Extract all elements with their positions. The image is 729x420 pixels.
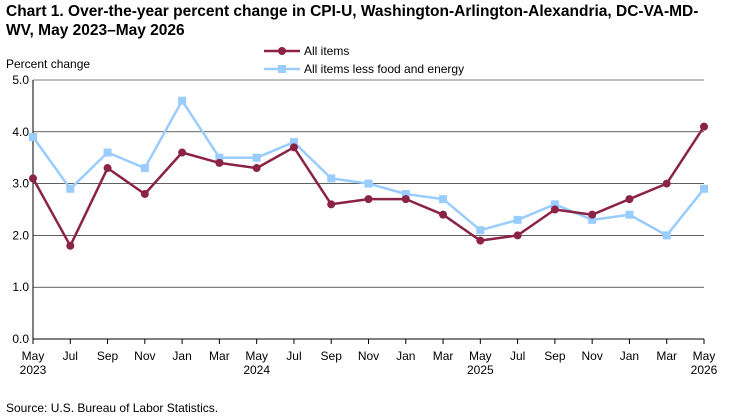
all-items-point	[103, 164, 112, 173]
x-tick-label: Jul	[63, 349, 78, 363]
core-point	[513, 215, 522, 224]
core-point	[662, 231, 671, 240]
core-point	[66, 184, 75, 193]
all-items-point	[364, 195, 373, 204]
core-point	[29, 132, 37, 141]
legend: All items All items less food and energy	[264, 44, 464, 76]
x-tick-year-label: 2025	[467, 363, 494, 377]
x-tick-label: Jan	[396, 349, 415, 363]
all-items-point	[289, 143, 298, 152]
all-items-point	[29, 174, 37, 183]
core-point	[588, 215, 597, 224]
core-point	[140, 164, 149, 173]
y-axis-label: Percent change	[6, 57, 90, 71]
core-point	[439, 195, 448, 204]
x-tick-label: Sep	[544, 349, 566, 363]
all-items-point	[327, 200, 336, 209]
core-point	[178, 96, 187, 105]
x-tick-label: Jan	[172, 349, 191, 363]
chart-title: Chart 1. Over-the-year percent change in…	[6, 3, 699, 39]
all-items-point	[178, 148, 187, 157]
series-group	[29, 96, 708, 250]
all-items-point	[439, 210, 448, 219]
x-tick-label: Jan	[620, 349, 639, 363]
x-tick-label: May	[469, 349, 492, 363]
core-point	[103, 148, 112, 157]
all-items-point	[476, 236, 485, 245]
all-items-point	[700, 122, 708, 131]
x-tick-label: Mar	[656, 349, 677, 363]
x-tick-label: Sep	[97, 349, 119, 363]
x-tick-label: May	[22, 349, 45, 363]
legend-marker	[278, 65, 286, 73]
x-tick-label: Jul	[510, 349, 525, 363]
all-items-point	[662, 179, 671, 188]
x-tick-label: Nov	[134, 349, 155, 363]
x-tick-label: May	[693, 349, 716, 363]
x-tick-label: Nov	[358, 349, 379, 363]
x-tick-label: Mar	[433, 349, 454, 363]
core-point	[476, 226, 485, 235]
x-tick-year-label: 2024	[243, 363, 270, 377]
x-tick-label: Sep	[321, 349, 343, 363]
all-items-point	[215, 158, 224, 167]
y-tick-label: 4.0	[12, 125, 29, 139]
all-items-point	[140, 189, 149, 198]
x-tick-label: May	[245, 349, 268, 363]
y-axis-ticks: 0.0 1.0 2.0 3.0 4.0 5.0	[12, 73, 29, 346]
y-tick-label: 3.0	[12, 177, 29, 191]
all-items-point	[625, 195, 634, 204]
all-items-point	[588, 210, 597, 219]
all-items-point	[550, 205, 559, 214]
core-point	[401, 189, 410, 198]
all-items-point	[66, 241, 75, 250]
core-point	[700, 184, 708, 193]
source-note: Source: U.S. Bureau of Labor Statistics.	[6, 401, 219, 415]
all-items-point	[401, 195, 410, 204]
core-point	[327, 174, 336, 183]
core-point	[550, 200, 559, 209]
y-tick-label: 1.0	[12, 280, 29, 294]
x-tick-year-label: 2023	[20, 363, 47, 377]
core-point	[252, 153, 261, 162]
legend-label: All items	[304, 44, 349, 58]
y-tick-label: 5.0	[12, 73, 29, 87]
core-line	[31, 99, 705, 237]
x-tick-label: Jul	[286, 349, 301, 363]
core-point	[364, 179, 373, 188]
legend-label: All items less food and energy	[304, 62, 464, 76]
all-items-point	[513, 231, 522, 240]
core-point	[289, 138, 298, 147]
x-tick-label: Nov	[581, 349, 602, 363]
core-point	[215, 153, 224, 162]
core-point	[625, 210, 634, 219]
y-tick-label: 2.0	[12, 228, 29, 242]
x-tick-year-label: 2026	[691, 363, 718, 377]
y-tick-label: 0.0	[12, 332, 29, 346]
legend-marker	[278, 47, 286, 55]
x-tick-label: Mar	[209, 349, 230, 363]
all-items-point	[252, 164, 261, 173]
